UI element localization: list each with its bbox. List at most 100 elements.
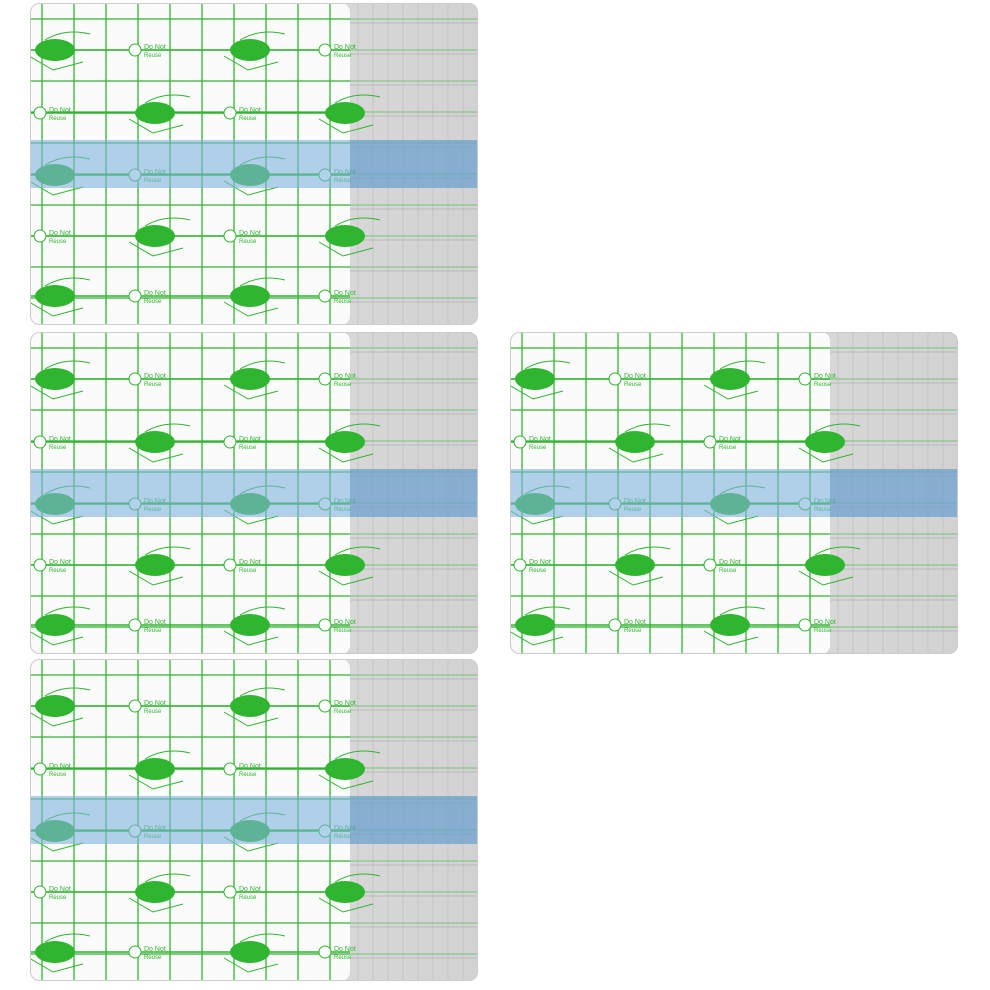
hand-outline (318, 217, 381, 257)
icon (135, 225, 175, 247)
label-line1: Do Not (49, 230, 71, 237)
label-line2: Reuse (144, 709, 162, 715)
hand-outline (128, 217, 191, 257)
recycle-symbol (128, 618, 142, 632)
label-line2: Reuse (814, 628, 832, 634)
label-line2: Reuse (334, 53, 352, 59)
blue-band (30, 796, 478, 844)
blue-band (30, 469, 478, 517)
recycle-symbol (798, 372, 812, 386)
hand-outline (223, 277, 286, 317)
dressing-stack: Do Not Reuse Do Not Reuse Do Not Reuse Do Not R… (30, 332, 478, 654)
recycle-symbol (318, 945, 332, 959)
label-line1: Do Not (49, 559, 71, 566)
label-line2: Reuse (334, 955, 352, 961)
label-line1: Do Not (144, 700, 166, 707)
label-line1: Do Not (49, 763, 71, 770)
recycle-symbol (608, 618, 622, 632)
label-line1: Do Not (334, 700, 356, 707)
label-line1: Do Not (529, 436, 551, 443)
label-line2: Reuse (529, 445, 547, 451)
icon (135, 554, 175, 576)
hand-outline (703, 360, 766, 400)
hand-outline (318, 873, 381, 913)
label-line1: Do Not (334, 373, 356, 380)
icon (35, 941, 75, 963)
label-line2: Reuse (239, 239, 257, 245)
hand-outline (798, 546, 861, 586)
hand-outline (223, 31, 286, 71)
icon (230, 368, 270, 390)
label-line1: Do Not (144, 619, 166, 626)
label-line2: Reuse (49, 772, 67, 778)
hand-outline (128, 546, 191, 586)
recycle-symbol (318, 372, 332, 386)
label-line1: Do Not (334, 44, 356, 51)
label-line2: Reuse (144, 628, 162, 634)
recycle-symbol (608, 372, 622, 386)
icon (710, 614, 750, 636)
hand-outline (128, 94, 191, 134)
label-line2: Reuse (334, 628, 352, 634)
label-line1: Do Not (814, 373, 836, 380)
recycle-symbol (798, 618, 812, 632)
recycle-symbol (33, 558, 47, 572)
blue-band-shade (830, 469, 958, 517)
label-line2: Reuse (334, 709, 352, 715)
label-line2: Reuse (49, 445, 67, 451)
label-line1: Do Not (144, 373, 166, 380)
label-line1: Do Not (144, 44, 166, 51)
hand-outline (30, 933, 91, 973)
card-outline (30, 332, 478, 654)
icon (35, 695, 75, 717)
icon (35, 368, 75, 390)
label-line2: Reuse (334, 382, 352, 388)
recycle-symbol (33, 229, 47, 243)
label-line1: Do Not (49, 886, 71, 893)
icon (135, 758, 175, 780)
recycle-symbol (223, 435, 237, 449)
recycle-symbol (128, 372, 142, 386)
label-line1: Do Not (334, 946, 356, 953)
icon (710, 368, 750, 390)
label-line2: Reuse (239, 445, 257, 451)
recycle-symbol (128, 43, 142, 57)
recycle-symbol (223, 229, 237, 243)
icon (35, 39, 75, 61)
label-line1: Do Not (624, 619, 646, 626)
icon (230, 941, 270, 963)
recycle-symbol (33, 885, 47, 899)
blue-band-shade (350, 140, 478, 188)
recycle-symbol (223, 558, 237, 572)
icon (325, 881, 365, 903)
icon (230, 695, 270, 717)
label-line2: Reuse (239, 116, 257, 122)
hand-outline (703, 606, 766, 646)
label-line1: Do Not (719, 559, 741, 566)
recycle-symbol (33, 435, 47, 449)
blue-band (30, 140, 478, 188)
icon (135, 102, 175, 124)
hand-outline (798, 423, 861, 463)
recycle-symbol (33, 106, 47, 120)
label-line2: Reuse (529, 568, 547, 574)
recycle-symbol (128, 289, 142, 303)
label-line1: Do Not (334, 290, 356, 297)
hand-outline (30, 687, 91, 727)
icon (35, 614, 75, 636)
blue-band-shade (350, 796, 478, 844)
label-line1: Do Not (239, 436, 261, 443)
label-line2: Reuse (624, 628, 642, 634)
icon (325, 102, 365, 124)
icon (135, 881, 175, 903)
label-line1: Do Not (49, 436, 71, 443)
label-line1: Do Not (334, 619, 356, 626)
blue-band-shade (350, 469, 478, 517)
label-line2: Reuse (49, 116, 67, 122)
recycle-symbol (703, 435, 717, 449)
icon (615, 554, 655, 576)
hand-outline (128, 750, 191, 790)
label-line2: Reuse (144, 53, 162, 59)
blue-band (510, 469, 958, 517)
hand-outline (223, 606, 286, 646)
